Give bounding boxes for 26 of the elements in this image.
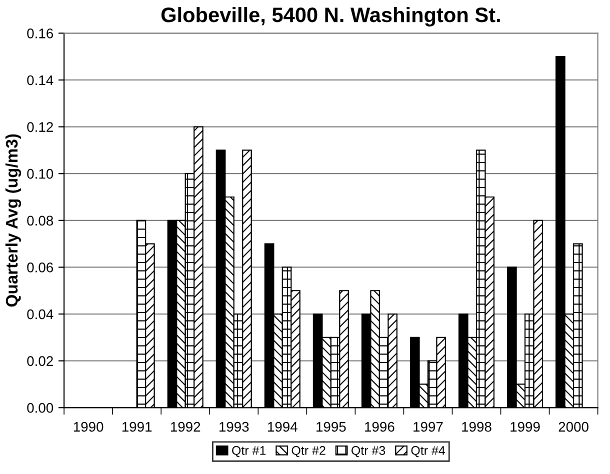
x-tick-label: 1994 [268,422,298,432]
x-tick-label: 1993 [219,422,249,432]
chart-title: Globeville, 5400 N. Washington St. [161,6,500,26]
y-tick-label: 0.10 [27,168,54,179]
y-tick-label: 0.00 [27,402,54,413]
x-tick-label: 1990 [74,422,104,432]
legend-label: Qtr #2 [292,446,326,458]
y-axis-title: Quarterly Avg (ug/m3) [5,134,22,307]
x-tick-label: 1997 [414,422,443,432]
x-tick-label: 1996 [365,422,394,432]
y-tick-label: 0.08 [27,216,54,226]
y-tick-label: 0.06 [27,262,54,272]
y-tick-label: 0.14 [27,75,54,86]
legend-label: Qtr #3 [352,446,386,458]
x-tick-label: 1995 [316,422,346,432]
x-tick-label: 1999 [510,422,540,432]
legend-label: Qtr #4 [411,446,446,458]
x-tick-label: 1992 [170,422,200,432]
x-tick-label: 2000 [558,422,588,432]
y-tick-label: 0.02 [27,356,53,366]
legend-label: Qtr #1 [232,446,266,458]
y-tick-label: 0.16 [27,28,54,38]
y-tick-label: 0.12 [27,122,53,132]
y-tick-label: 0.04 [27,309,54,320]
x-tick-label: 1991 [122,422,152,432]
x-tick-label: 1998 [462,422,492,432]
